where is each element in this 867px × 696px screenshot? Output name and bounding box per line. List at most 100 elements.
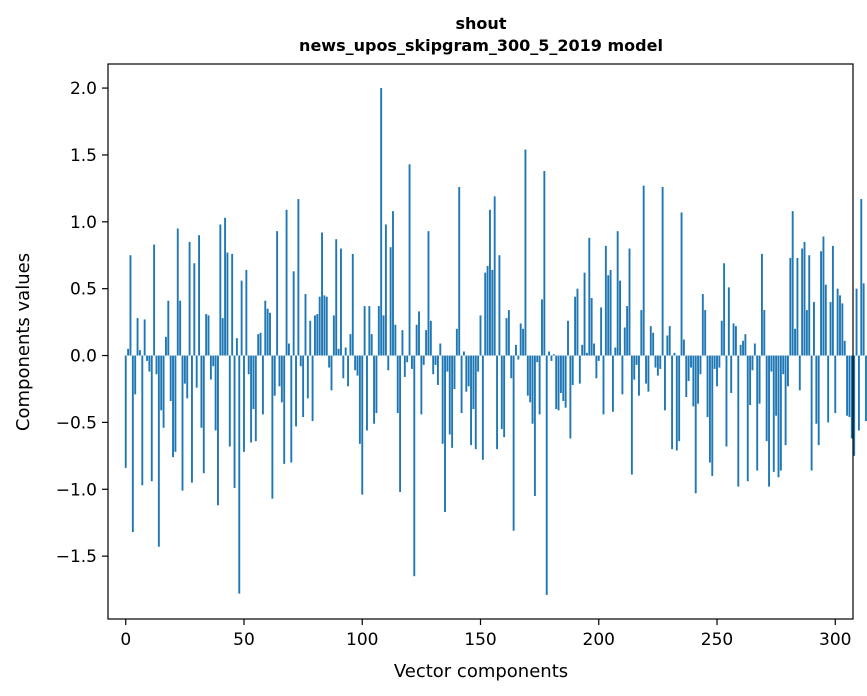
bar-component-105: [373, 355, 376, 424]
bar-component-204: [607, 275, 610, 356]
bar-component-44: [228, 355, 231, 447]
bar-component-192: [578, 355, 581, 384]
bar-component-140: [455, 328, 458, 356]
bar-component-256: [730, 355, 733, 393]
bar-component-302: [839, 295, 841, 356]
bar-component-295: [822, 236, 825, 356]
bar-component-30: [195, 355, 198, 388]
bar-component-216: [635, 355, 638, 365]
bar-component-186: [564, 355, 567, 408]
bar-component-40: [219, 224, 222, 356]
x-axis-label: Vector components: [394, 661, 568, 682]
bar-component-141: [458, 187, 461, 356]
bar-component-57: [259, 332, 262, 356]
bar-component-253: [723, 263, 726, 356]
bar-component-67: [283, 355, 286, 464]
bar-component-305: [846, 355, 849, 416]
bar-component-13: [155, 355, 158, 375]
bar-component-9: [146, 355, 148, 361]
y-tick-label: −0.5: [56, 413, 97, 433]
y-tick-label: −1.5: [56, 547, 97, 567]
bar-component-223: [652, 332, 655, 356]
bar-component-75: [302, 355, 305, 418]
bar-component-282: [791, 211, 794, 356]
bar-component-200: [597, 355, 600, 361]
bar-component-52: [247, 355, 250, 375]
bar-component-94: [347, 355, 349, 387]
y-tick-label: 0.5: [70, 280, 97, 300]
bar-component-212: [626, 306, 629, 356]
bar-component-33: [202, 355, 205, 474]
bar-component-36: [209, 355, 212, 380]
bar-component-172: [531, 355, 534, 424]
plot-frame: [107, 63, 854, 620]
bar-component-117: [401, 330, 404, 356]
bar-component-245: [704, 310, 707, 356]
bar-component-45: [231, 253, 234, 356]
bar-component-222: [649, 326, 652, 356]
bar-component-205: [609, 269, 612, 356]
bar-component-262: [744, 334, 747, 356]
bar-component-146: [470, 355, 472, 446]
x-tick-label: 300: [819, 630, 851, 650]
bar-component-113: [392, 211, 394, 356]
bar-component-31: [198, 235, 200, 356]
bar-component-263: [746, 355, 749, 482]
bar-component-273: [770, 355, 773, 372]
bar-component-242: [697, 355, 700, 404]
bar-component-161: [505, 318, 508, 356]
bar-component-313: [865, 355, 867, 422]
bar-component-126: [422, 355, 425, 365]
bar-component-168: [522, 328, 525, 356]
bar-component-106: [375, 355, 378, 414]
bar-component-116: [399, 355, 402, 492]
bar-component-260: [739, 344, 742, 356]
bar-component-270: [763, 310, 766, 356]
bar-component-250: [716, 355, 718, 387]
bar-component-95: [349, 334, 352, 356]
x-tick-label: 50: [233, 630, 255, 650]
bar-component-37: [212, 355, 215, 367]
bar-component-229: [666, 335, 669, 356]
bar-component-243: [699, 355, 702, 375]
bar-component-4: [134, 355, 137, 395]
bar-component-87: [330, 355, 333, 391]
bar-component-252: [720, 320, 723, 356]
bar-component-185: [562, 355, 565, 402]
bar-component-276: [777, 355, 780, 478]
bar-component-309: [855, 288, 858, 356]
bar-component-304: [843, 340, 846, 356]
chart-title: shout: [456, 14, 507, 33]
bar-component-77: [306, 355, 309, 399]
y-tick-label: 1.0: [70, 213, 97, 233]
bar-component-91: [340, 248, 342, 356]
bar-component-225: [656, 355, 659, 376]
bar-component-2: [129, 255, 132, 356]
bar-component-136: [446, 355, 449, 372]
bar-component-198: [593, 343, 595, 356]
bar-component-11: [150, 355, 153, 482]
bars-group: [124, 88, 867, 595]
bar-component-303: [841, 303, 844, 356]
bar-component-21: [174, 355, 177, 452]
bar-component-143: [463, 351, 465, 356]
bar-component-171: [529, 355, 532, 403]
bar-component-267: [756, 355, 759, 471]
bar-component-17: [165, 336, 167, 356]
bar-component-134: [441, 355, 444, 444]
bar-component-115: [396, 355, 399, 414]
bar-component-246: [706, 355, 709, 418]
bar-component-49: [240, 280, 243, 356]
bar-component-221: [647, 355, 650, 392]
bar-component-249: [713, 355, 716, 369]
bar-component-29: [193, 263, 196, 356]
bar-component-18: [167, 300, 170, 356]
bar-component-74: [299, 355, 302, 367]
bar-component-258: [734, 326, 737, 356]
bar-component-41: [221, 318, 224, 356]
bar-component-299: [831, 245, 834, 356]
bar-component-271: [765, 355, 768, 442]
bar-component-226: [659, 355, 662, 369]
bar-component-122: [413, 355, 416, 577]
bar-component-248: [711, 355, 714, 476]
